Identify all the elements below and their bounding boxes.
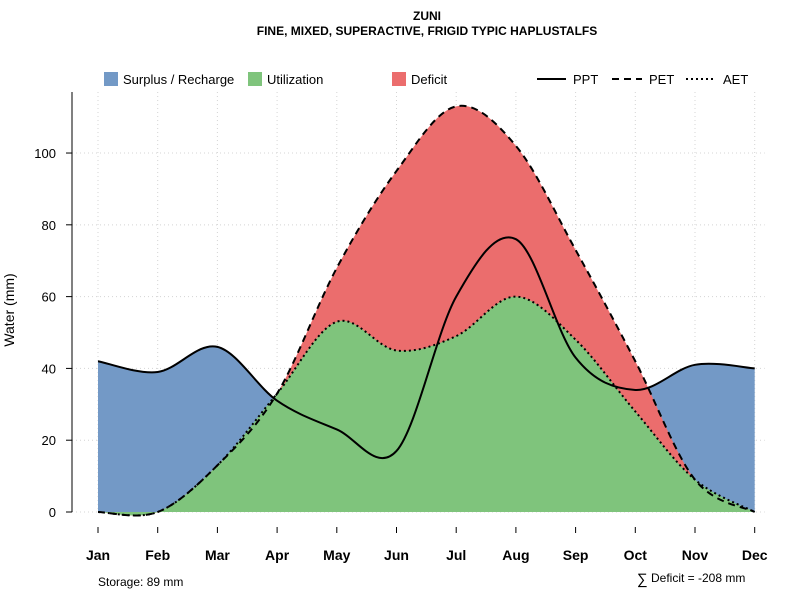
legend-swatch-utilization bbox=[248, 72, 262, 86]
plot-area: 0 20 40 60 80 100 Jan Feb Mar Apr May Jun Jul Aug Sep O… bbox=[34, 92, 768, 563]
legend-label-deficit: Deficit bbox=[411, 72, 448, 87]
x-tick-label: May bbox=[323, 547, 350, 563]
x-tick-label: Jul bbox=[446, 547, 466, 563]
legend-label-pet: PET bbox=[649, 72, 674, 87]
x-tick-label: Feb bbox=[145, 547, 170, 563]
x-tick-label: Jun bbox=[384, 547, 409, 563]
x-tick-label: Oct bbox=[624, 547, 648, 563]
axes: 0 20 40 60 80 100 Jan Feb Mar Apr May Jun Jul Aug Sep O… bbox=[34, 92, 768, 563]
y-tick-label: 40 bbox=[42, 361, 56, 376]
x-tick-label: Nov bbox=[682, 547, 709, 563]
y-axis-label: Water (mm) bbox=[1, 273, 17, 346]
storage-note: Storage: 89 mm bbox=[98, 575, 183, 589]
x-tick-label: Jan bbox=[86, 547, 110, 563]
legend-label-surplus: Surplus / Recharge bbox=[123, 72, 234, 87]
x-tick-label: Dec bbox=[742, 547, 768, 563]
legend-label-ppt: PPT bbox=[573, 72, 598, 87]
y-tick-label: 80 bbox=[42, 218, 56, 233]
ppt-line bbox=[97, 236, 755, 460]
x-tick-label: Sep bbox=[563, 547, 589, 563]
deficit-note: Deficit = -208 mm bbox=[651, 571, 745, 585]
x-tick-label: Aug bbox=[502, 547, 529, 563]
legend-label-aet: AET bbox=[723, 72, 748, 87]
aet-line bbox=[97, 295, 756, 517]
y-tick-label: 60 bbox=[42, 290, 56, 305]
x-tick-label: Mar bbox=[205, 547, 230, 563]
deficit-sum-symbol: ∑ bbox=[637, 571, 648, 588]
legend-swatch-surplus bbox=[104, 72, 118, 86]
legend-swatch-deficit bbox=[392, 72, 406, 86]
legend: Surplus / Recharge Utilization Deficit P… bbox=[104, 72, 748, 87]
legend-label-utilization: Utilization bbox=[267, 72, 323, 87]
chart-title: ZUNI bbox=[413, 9, 441, 23]
y-tick-label: 0 bbox=[49, 505, 56, 520]
chart-subtitle: FINE, MIXED, SUPERACTIVE, FRIGID TYPIC H… bbox=[257, 24, 597, 38]
y-tick-label: 20 bbox=[42, 433, 56, 448]
x-tick-label: Apr bbox=[265, 547, 290, 563]
y-tick-label: 100 bbox=[34, 146, 56, 161]
utilization-area bbox=[98, 296, 755, 516]
